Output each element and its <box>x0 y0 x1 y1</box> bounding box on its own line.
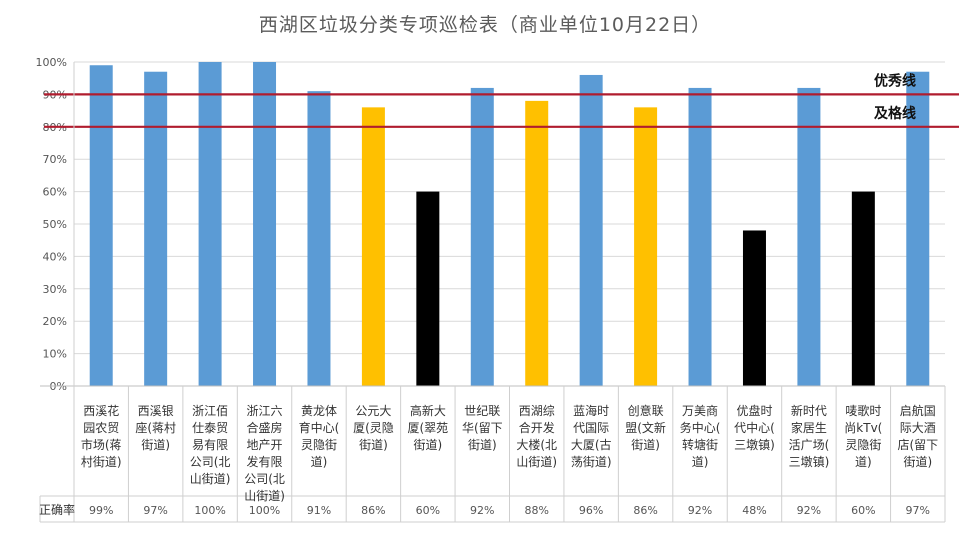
y-tick-label: 50% <box>43 218 67 231</box>
value-label: 91% <box>307 504 331 517</box>
y-tick-label: 30% <box>43 283 67 296</box>
value-label: 97% <box>906 504 930 517</box>
category-label: 西湖综合开发大楼(北山街道) <box>516 403 557 469</box>
category-label: 蓝海时代国际大厦(古荡街道) <box>571 403 612 469</box>
bar <box>307 91 331 386</box>
category-label: 世纪联华(留下街道) <box>462 404 503 452</box>
table-row-label: 正确率 <box>39 502 75 517</box>
category-label: 万美商务中心(转塘街道) <box>680 403 721 469</box>
bar <box>361 107 385 387</box>
category-label: 优盘时代中心(三墩镇) <box>734 403 775 452</box>
bar <box>525 100 549 386</box>
value-label: 92% <box>470 504 494 517</box>
reference-line-label: 优秀线 <box>874 72 916 89</box>
bar <box>906 71 930 386</box>
y-tick-label: 100% <box>36 56 67 69</box>
value-label: 60% <box>851 504 875 517</box>
bar <box>198 62 222 386</box>
chart-title: 西湖区垃圾分类专项巡检表（商业单位10月22日） <box>259 14 711 36</box>
value-label: 60% <box>416 504 440 517</box>
value-label: 92% <box>688 504 712 517</box>
category-label: 浙江六合盛房地产开发有限公司(北山街道) <box>244 404 285 503</box>
value-label: 99% <box>89 504 113 517</box>
category-label: 西溪银座(蒋村街道) <box>135 404 176 452</box>
bar <box>851 191 875 386</box>
y-axis: 0%10%20%30%40%50%60%70%80%90%100% <box>36 56 67 393</box>
category-label: 新时代家居生活广场(三墩镇) <box>789 403 830 469</box>
bar <box>688 87 712 387</box>
bar <box>742 230 766 386</box>
value-label: 48% <box>742 504 766 517</box>
bars <box>89 62 930 387</box>
category-label: 启航国际大酒店(留下街道) <box>897 403 938 469</box>
y-tick-label: 70% <box>43 153 67 166</box>
category-label: 公元大厦(灵隐街道) <box>353 404 394 452</box>
value-label: 97% <box>143 504 167 517</box>
category-label: 西溪花园农贸市场(蒋村街道) <box>81 403 122 469</box>
value-label: 86% <box>361 504 385 517</box>
y-tick-label: 10% <box>43 348 67 361</box>
category-label: 创意联盟(文新街道) <box>625 403 666 452</box>
bar <box>579 74 603 387</box>
bar <box>89 65 113 387</box>
category-label: 高新大厦(翠苑街道) <box>408 403 449 452</box>
bar <box>416 191 440 386</box>
bar <box>797 87 821 387</box>
data-table: 正确率 西溪花园农贸市场(蒋村街道) 99% 西溪银座(蒋村街道) 97% 浙江佰仕泰贸易… <box>39 62 946 523</box>
category-label: 浙江佰仕泰贸易有限公司(北山街道) <box>190 404 231 486</box>
reference-line-label: 及格线 <box>874 105 916 122</box>
bar <box>144 71 168 386</box>
category-label: 黄龙体育中心(灵隐街道) <box>299 404 340 469</box>
value-label: 92% <box>797 504 821 517</box>
y-tick-label: 40% <box>43 250 67 263</box>
value-label: 100% <box>249 504 280 517</box>
category-label: 唛歌时尚kTv(灵隐街道) <box>844 403 882 469</box>
value-label: 86% <box>633 504 657 517</box>
bar <box>470 87 494 387</box>
value-label: 100% <box>194 504 225 517</box>
y-tick-label: 60% <box>43 186 67 199</box>
bar <box>253 62 277 386</box>
bar <box>634 107 658 387</box>
value-label: 96% <box>579 504 603 517</box>
value-label: 88% <box>524 504 548 517</box>
y-tick-label: 20% <box>43 315 67 328</box>
